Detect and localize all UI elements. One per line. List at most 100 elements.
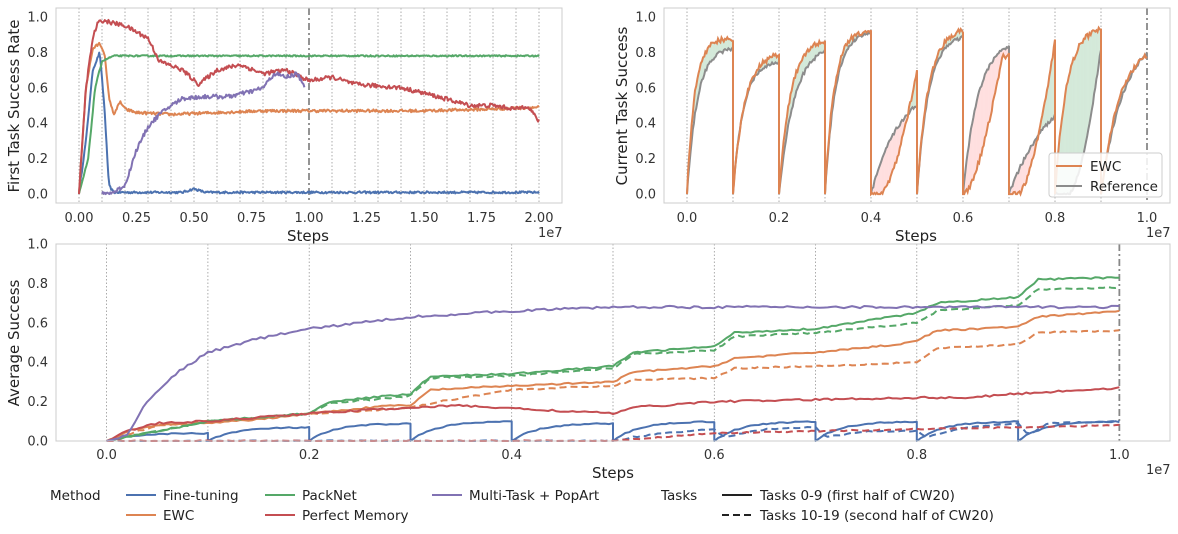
difference-fill [895, 127, 897, 163]
series-line-multitask [106, 304, 1120, 442]
difference-fill [969, 128, 972, 189]
difference-fill [885, 146, 888, 187]
bottom-legend: Method Fine-tuning EWC PackNet Perfect M… [50, 488, 994, 524]
difference-fill [1081, 42, 1083, 163]
x-multiplier-c: 1e7 [1146, 463, 1171, 478]
x-axis-label-c: Steps [592, 464, 634, 482]
x-axis-label-a: Steps [287, 227, 329, 245]
legend-label-first-half: Tasks 0-9 (first half of CW20) [759, 488, 955, 504]
y-tick-label: 0.0 [27, 435, 48, 450]
difference-fill [1074, 55, 1076, 185]
difference-fill [1094, 30, 1096, 94]
x-tick-label: 0.2 [769, 211, 790, 226]
y-tick-label: 0.4 [635, 117, 656, 132]
difference-fill [892, 134, 894, 170]
y-tick-label: 0.4 [27, 117, 48, 132]
difference-fill [976, 95, 978, 170]
ticks-b: 0.0 0.2 0.4 0.6 0.8 1.0 0.0 0.2 0.4 0.6 0.8 1.0 [635, 10, 1157, 226]
difference-fill [812, 44, 814, 61]
difference-fill [986, 69, 988, 136]
x-tick-label: 0.8 [906, 448, 927, 463]
difference-fill [1025, 155, 1027, 185]
y-tick-label: 0.0 [27, 188, 48, 203]
y-tick-label: 1.0 [27, 238, 48, 253]
difference-fill [816, 44, 819, 56]
x-tick-label: 0.8 [1045, 211, 1066, 226]
difference-fill [972, 117, 974, 180]
difference-fill [977, 90, 980, 164]
difference-fill [982, 79, 984, 148]
x-tick-label: 0.4 [861, 211, 882, 226]
x-tick-label: 1.50 [410, 211, 439, 226]
difference-fill [996, 54, 998, 86]
difference-fill [1095, 30, 1097, 88]
difference-fill [1090, 31, 1092, 117]
difference-fill [992, 57, 995, 102]
y-tick-label: 0.2 [27, 152, 48, 167]
legend-method-title: Method [50, 488, 101, 504]
ticks-a: 0.00 0.25 0.50 0.75 1.00 1.25 1.50 1.75 2.00 0.0 0… [27, 10, 553, 226]
difference-fill [714, 41, 716, 58]
difference-fill [803, 54, 805, 74]
x-tick-label: 0.0 [96, 448, 117, 463]
difference-fill [1082, 38, 1084, 157]
difference-fill [820, 42, 822, 53]
difference-fill [1017, 172, 1019, 195]
difference-fill [883, 152, 885, 191]
y-tick-label: 0.6 [635, 81, 656, 96]
difference-fill [1086, 33, 1088, 142]
difference-fill [808, 49, 811, 65]
y-tick-label: 0.4 [27, 356, 48, 371]
difference-fill [1027, 152, 1029, 176]
difference-fill [876, 170, 878, 195]
series-line-fine_tuning [78, 51, 540, 195]
x-tick-label: 0.75 [237, 211, 266, 226]
x-tick-label: 1.0 [1137, 211, 1158, 226]
difference-fill [1019, 164, 1021, 195]
difference-fill [1046, 85, 1049, 126]
difference-fill [1079, 43, 1081, 172]
difference-fill [1080, 42, 1082, 168]
axes-frame-b [663, 7, 1171, 204]
axes-frame-a [55, 7, 563, 204]
difference-fill [799, 61, 801, 84]
legend-label-second-half: Tasks 10-19 (second half of CW20) [759, 508, 994, 524]
difference-fill [989, 63, 991, 122]
difference-fill [1076, 49, 1078, 178]
difference-fill [1091, 30, 1093, 110]
difference-fill [1015, 172, 1018, 195]
difference-fill [796, 70, 798, 91]
current-task-success-panel: 0.0 0.2 0.4 0.6 0.8 1.0 0.0 0.2 0.4 0.6 0.8 1.0 Ste… [613, 7, 1171, 245]
legend-label-ewc-method: EWC [163, 508, 194, 524]
difference-fill [701, 57, 704, 80]
y-tick-label: 0.8 [635, 46, 656, 61]
difference-fill [979, 87, 981, 164]
difference-fill [1089, 33, 1091, 124]
difference-fill [1052, 47, 1054, 120]
legend-label-reference: Reference [1090, 179, 1158, 195]
difference-fill [1023, 158, 1026, 185]
difference-fill [1078, 43, 1080, 176]
y-axis-label-a: First Task Success Rate [5, 19, 23, 192]
series-line-ewc [106, 309, 1120, 442]
difference-fill [813, 42, 815, 60]
difference-fill [1050, 61, 1052, 122]
difference-fill [980, 86, 982, 156]
y-tick-label: 0.6 [27, 81, 48, 96]
y-tick-label: 0.0 [635, 188, 656, 203]
series-line-fine_tuning [106, 420, 1120, 442]
x-tick-label: 1.25 [352, 211, 381, 226]
y-tick-label: 1.0 [27, 10, 48, 25]
x-tick-label: 0.6 [953, 211, 974, 226]
series-line-perfect_memory [106, 386, 1120, 442]
difference-fill [1075, 53, 1077, 183]
x-tick-label: 0.6 [704, 448, 725, 463]
difference-fill [896, 127, 898, 163]
difference-fill [990, 63, 992, 117]
x-tick-label: 0.00 [65, 211, 94, 226]
average-success-panel: 0.0 0.2 0.4 0.6 0.8 1.0 0.0 0.2 0.4 0.6 0.8 1.0 Ste… [5, 238, 1171, 483]
difference-fill [875, 174, 877, 195]
difference-fill [1096, 30, 1098, 80]
series-line-ewc [686, 25, 1148, 197]
